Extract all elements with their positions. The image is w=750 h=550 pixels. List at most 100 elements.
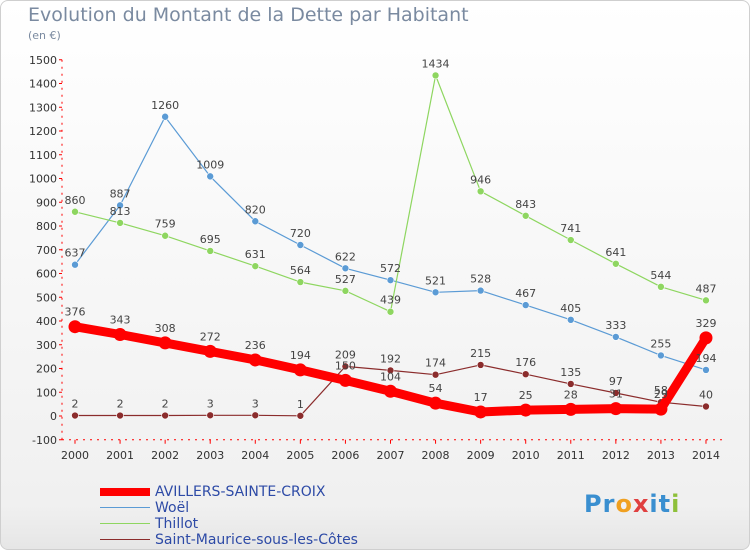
x-tick-label: 2013 [647,449,675,462]
logo-letter: o [615,490,633,518]
data-label: 887 [110,187,131,200]
data-label: 135 [560,366,581,379]
y-tick-label: 1100 [29,149,57,162]
data-label: 544 [650,269,671,282]
data-label: 695 [200,233,221,246]
data-point [431,370,440,379]
y-tick-label: 1400 [29,78,57,91]
y-tick-label: 1000 [29,173,57,186]
data-point [206,411,215,420]
x-tick-label: 2010 [512,449,540,462]
legend-label-thillot: Thillot [155,516,199,532]
x-tick-label: 2007 [376,449,404,462]
data-label: 741 [560,222,581,235]
x-tick-label: 2012 [602,449,630,462]
data-label: 622 [335,250,356,263]
x-tick-label: 2008 [422,449,450,462]
y-tick-label: 1500 [29,54,57,67]
data-point [296,241,305,249]
data-point [476,361,485,369]
y-tick-label: 400 [36,315,57,328]
data-point [251,411,260,420]
data-label: 405 [560,302,581,315]
x-tick-label: 2009 [467,449,495,462]
data-label: 58 [654,384,668,397]
data-point [113,328,127,342]
data-point [386,276,395,284]
logo-letter: P [584,490,603,518]
data-label: 31 [609,388,623,401]
data-label: 209 [335,348,356,361]
y-tick-label: 1200 [29,125,57,138]
data-point [251,262,260,270]
data-point [609,402,623,416]
y-tick-label: 500 [36,291,57,304]
y-tick-label: 800 [36,220,57,233]
logo-letter: t [658,490,672,518]
data-label: 820 [245,203,266,216]
data-point [476,187,485,196]
data-label: 527 [335,273,356,286]
data-label: 176 [515,356,536,369]
data-point [521,211,530,220]
data-label: 25 [519,389,533,402]
data-label: 194 [695,352,716,365]
data-point [203,344,217,358]
data-point [161,112,169,121]
data-point [521,370,530,379]
data-label: 946 [470,173,491,186]
data-point [116,411,124,420]
data-label: 843 [515,198,536,211]
series-layer [68,71,713,420]
x-tick-label: 2014 [692,449,720,462]
data-label: 255 [650,337,671,350]
data-label: 150 [335,359,356,372]
chart-axes: -100010020030040050060070080090010001100… [29,54,722,462]
data-label: 572 [380,262,401,275]
chart-subtitle: (en €) [28,29,61,42]
data-point [702,296,710,305]
data-label: 236 [245,339,266,352]
data-point [341,362,350,371]
data-point [71,411,79,420]
x-tick-label: 2006 [331,449,359,462]
data-label: 637 [65,247,86,260]
data-label: 215 [470,347,491,360]
data-label: 28 [564,388,578,401]
x-tick-label: 2001 [106,449,134,462]
data-label: 97 [609,375,623,388]
data-point [657,282,665,291]
legend-label-saint-maurice: Saint-Maurice-sous-les-Côtes [155,532,358,548]
data-label: 1434 [422,57,450,70]
x-tick-label: 2005 [286,449,314,462]
y-tick-label: -100 [32,434,57,447]
data-label: 860 [65,194,86,207]
data-label: 194 [290,349,311,362]
y-tick-label: 1300 [29,101,57,114]
data-label: 1009 [196,158,224,171]
y-tick-label: 200 [36,363,57,376]
data-label: 487 [695,282,716,295]
data-point [612,333,620,341]
data-point [429,396,443,410]
data-point [521,301,530,309]
x-tick-label: 2011 [557,449,585,462]
data-point [702,402,710,411]
data-label: 439 [380,294,401,307]
data-point [431,71,440,80]
data-point [158,336,172,350]
data-point [71,207,79,216]
data-label: 376 [65,306,86,319]
data-point [338,373,352,387]
data-label: 2 [117,398,124,411]
data-point [68,320,82,334]
legend-label-avillers: AVILLERS-SAINTE-CROIX [155,484,326,500]
data-point [612,259,620,268]
legend-label-woel: Woël [155,500,190,516]
y-tick-label: 600 [36,268,57,281]
legend-swatch-avillers [100,488,150,496]
x-tick-label: 2004 [241,449,269,462]
data-point [566,380,575,388]
y-tick-label: 300 [36,339,57,352]
